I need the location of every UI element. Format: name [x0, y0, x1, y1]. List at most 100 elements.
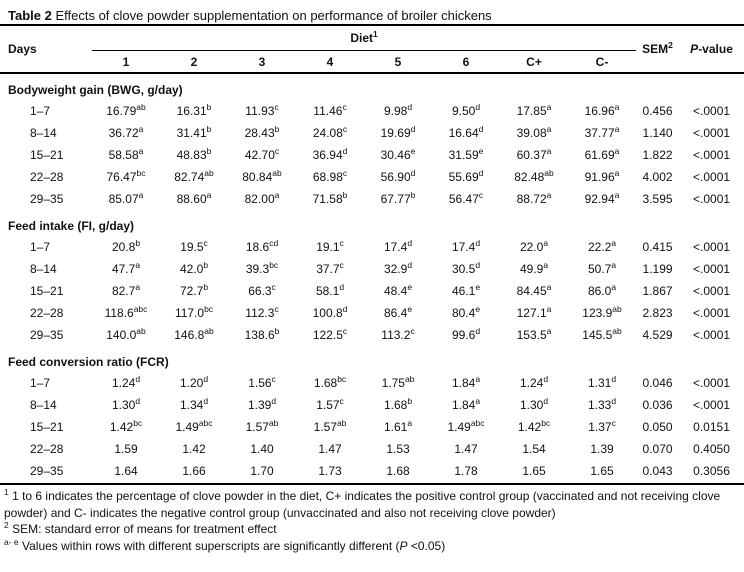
cell-value: 1.30	[519, 398, 544, 412]
cell-superscript: b	[410, 190, 416, 200]
diet-col-header-cminus: C-	[568, 50, 637, 74]
value-cell: 123.9ab	[568, 302, 636, 324]
cell-value: 117.0	[174, 306, 205, 320]
data-row: 1–7 16.79ab 16.31b 11.93c 11.46c 9.98d 9.50d 17…	[0, 100, 744, 122]
p-value-header: P-value	[679, 25, 744, 74]
cell-value: 82.74	[174, 170, 205, 184]
cell-superscript: d	[611, 374, 617, 384]
data-row: 8–14 36.72a 31.41b 28.43b 24.08c 19.69d 16.64d…	[0, 122, 744, 144]
value-cell: 16.96a	[568, 100, 636, 122]
p-value-cell: <.0001	[693, 376, 731, 390]
cell-superscript: b	[407, 396, 413, 406]
cell-superscript: d	[475, 326, 481, 336]
cell-value: 1.65	[590, 464, 614, 478]
cell-superscript: a	[546, 282, 552, 292]
cell-value: 1.68	[383, 398, 408, 412]
value-cell: 30.46e	[364, 144, 432, 166]
cell-superscript: c	[274, 304, 279, 314]
cell-superscript: a	[546, 326, 552, 336]
value-cell: 1.57c	[296, 394, 364, 416]
value-cell: 37.77a	[568, 122, 636, 144]
cell-superscript: d	[475, 102, 481, 112]
cell-superscript: a	[611, 282, 617, 292]
data-row: 1–7 1.24d 1.20d 1.56c 1.68bc 1.75ab 1.84a 1.24d…	[0, 372, 744, 394]
row-days-label: 22–28	[30, 170, 64, 184]
value-cell: 1.61a	[364, 416, 432, 438]
value-cell: 72.7b	[160, 280, 228, 302]
cell-superscript: a	[206, 190, 212, 200]
cell-value: 1.42	[517, 420, 542, 434]
cell-value: 153.5	[516, 328, 547, 342]
cell-value: 50.7	[587, 262, 612, 276]
table-bottom-rule	[0, 483, 744, 485]
cell-superscript: e	[407, 304, 413, 314]
value-cell: 1.78	[432, 460, 500, 482]
cell-superscript: c	[611, 418, 616, 428]
cell-value: 56.90	[380, 170, 411, 184]
cell-superscript: d	[339, 282, 345, 292]
cell-superscript: c	[339, 238, 344, 248]
cell-value: 68.98	[312, 170, 343, 184]
value-cell: 146.8ab	[160, 324, 228, 346]
cell-superscript: a	[407, 418, 413, 428]
cell-superscript: a	[546, 124, 552, 134]
cell-value: 140.0	[106, 328, 137, 342]
data-row: 22–28 1.59 1.42 1.40 1.47 1.53 1.47 1.54 1.39 0.0…	[0, 438, 744, 460]
value-cell: 1.42	[160, 438, 228, 460]
value-cell: 36.72a	[92, 122, 160, 144]
value-cell: 68.98c	[296, 166, 364, 188]
cell-value: 55.69	[448, 170, 479, 184]
value-cell: 1.66	[160, 460, 228, 482]
diet-group-header: Diet1	[92, 25, 637, 51]
value-cell: 31.59e	[432, 144, 500, 166]
value-cell: 1.84a	[432, 394, 500, 416]
cell-value: 42.0	[179, 262, 204, 276]
cell-superscript: c	[339, 260, 344, 270]
cell-value: 1.84	[451, 398, 476, 412]
cell-value: 17.4	[451, 240, 476, 254]
value-cell: 46.1e	[432, 280, 500, 302]
value-cell: 1.64	[92, 460, 160, 482]
sem-header: SEM2	[636, 25, 680, 74]
footnote-sup: 2	[4, 520, 9, 530]
value-cell: 22.0a	[500, 236, 568, 258]
cell-value: 17.4	[383, 240, 408, 254]
cell-value: 11.46	[313, 104, 343, 118]
p-value-cell: <.0001	[693, 284, 731, 298]
cell-superscript: d	[135, 374, 141, 384]
cell-superscript: c	[478, 190, 484, 200]
footnote-text: SEM: standard error of means for treatme…	[8, 522, 277, 536]
cell-value: 1.47	[454, 442, 478, 456]
p-value-cell: <.0001	[693, 104, 731, 118]
cell-superscript: e	[475, 304, 481, 314]
value-cell: 58.1d	[296, 280, 364, 302]
cell-superscript: a	[138, 146, 144, 156]
footnote-sem: 2 SEM: standard error of means for treat…	[4, 521, 740, 538]
table-body: Bodyweight gain (BWG, g/day) 1–7 16.79ab 16…	[0, 73, 744, 482]
data-row: 22–28 76.47bc 82.74ab 80.84ab 68.98c 56.90d 55…	[0, 166, 744, 188]
value-cell: 118.6abc	[92, 302, 160, 324]
row-days-label: 22–28	[30, 442, 64, 456]
value-cell: 86.4e	[364, 302, 432, 324]
p-value-rest: -value	[698, 42, 733, 56]
cell-superscript: ab	[544, 168, 554, 178]
cell-superscript: ab	[204, 168, 214, 178]
cell-value: 58.58	[108, 148, 139, 162]
value-cell: 127.1a	[500, 302, 568, 324]
sem-cell: 0.415	[642, 240, 673, 254]
value-cell: 19.1c	[296, 236, 364, 258]
value-cell: 1.65	[568, 460, 636, 482]
table-header: Days Diet1 SEM2 P-value 1 2 3 4 5 6 C+ C…	[0, 25, 744, 74]
cell-value: 118.6	[104, 306, 134, 320]
cell-value: 19.69	[380, 126, 411, 140]
cell-value: 17.85	[516, 104, 547, 118]
section-label: Bodyweight gain (BWG, g/day)	[8, 82, 183, 97]
cell-value: 1.57	[245, 420, 269, 434]
cell-superscript: a	[546, 304, 552, 314]
cell-superscript: bc	[269, 260, 279, 270]
cell-value: 82.00	[244, 192, 275, 206]
value-cell: 1.57ab	[296, 416, 364, 438]
cell-value: 37.7	[316, 262, 340, 276]
cell-value: 1.33	[587, 398, 612, 412]
cell-superscript: ab	[612, 304, 622, 314]
